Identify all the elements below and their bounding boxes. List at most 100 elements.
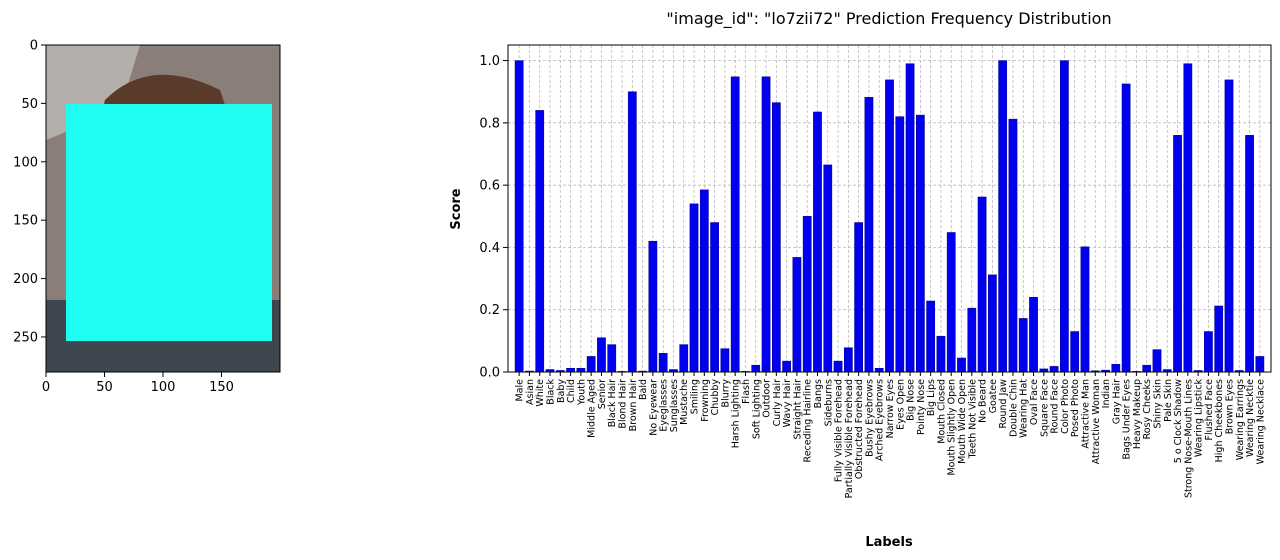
y-tick-label: 0.2 bbox=[479, 303, 500, 318]
x-tick-label: Sideburns bbox=[823, 379, 834, 426]
x-tick-label: Male bbox=[515, 379, 526, 402]
x-tick-label: Wearing Hat bbox=[1019, 379, 1030, 438]
x-axis-label: Labels bbox=[865, 535, 913, 550]
x-tick-label: Square Face bbox=[1039, 379, 1050, 437]
bar bbox=[843, 347, 853, 373]
x-tick-label: Bushy Eyebrows bbox=[864, 379, 875, 457]
x-tick-label: Youth bbox=[576, 379, 587, 406]
x-tick-label: Middle Aged bbox=[587, 379, 598, 438]
bar bbox=[1214, 305, 1224, 373]
x-tick-label: Eyes Open bbox=[895, 379, 906, 430]
bar bbox=[864, 97, 874, 373]
bar bbox=[1121, 83, 1131, 373]
x-tick-label: No Eyewear bbox=[648, 379, 659, 436]
x-tick-label: Eyeglasses bbox=[659, 379, 670, 432]
x-tick-label: Harsh Lighting bbox=[731, 379, 742, 448]
bar bbox=[1060, 60, 1069, 373]
bar bbox=[1008, 118, 1018, 373]
x-tick-label: Flash bbox=[741, 379, 752, 404]
image-x-tick-label: 0 bbox=[42, 380, 50, 395]
x-tick-label: White bbox=[535, 379, 546, 407]
image-y-tick-label: 150 bbox=[13, 214, 38, 229]
bar bbox=[1245, 135, 1254, 373]
bar bbox=[1224, 79, 1234, 373]
x-tick-label: Big Nose bbox=[906, 379, 917, 421]
bar bbox=[1029, 297, 1038, 373]
x-tick-label: Round Jaw bbox=[998, 379, 1009, 429]
image-y-tick-label: 0 bbox=[30, 39, 38, 54]
bar bbox=[1070, 331, 1080, 373]
chart-bars bbox=[514, 60, 1265, 373]
x-tick-label: Teeth Not Visible bbox=[967, 379, 978, 459]
x-tick-label: Smiling bbox=[690, 379, 701, 414]
chart-title: "image_id": "lo7zii72" Prediction Freque… bbox=[666, 9, 1111, 29]
bar bbox=[1204, 331, 1213, 373]
x-tick-label: 5 o Clock Shadow bbox=[1173, 379, 1184, 463]
x-tick-label: Outdoor bbox=[762, 379, 773, 418]
y-tick-label: 1.0 bbox=[479, 54, 500, 69]
x-tick-label: Mustache bbox=[679, 379, 690, 425]
x-tick-label: Bags Under Eyes bbox=[1122, 379, 1133, 460]
x-tick-label: Mouth Closed bbox=[936, 379, 947, 444]
x-tick-label: Big Lips bbox=[926, 379, 937, 416]
bar bbox=[1111, 363, 1121, 373]
image-y-tick-label: 250 bbox=[13, 330, 38, 345]
bar bbox=[1152, 349, 1162, 373]
bar bbox=[1142, 364, 1152, 373]
bar bbox=[1173, 135, 1182, 373]
bar bbox=[926, 300, 936, 373]
bar bbox=[885, 79, 894, 373]
x-tick-label: Mouth Wide Open bbox=[957, 379, 968, 464]
x-tick-label: Brown Hair bbox=[628, 379, 639, 431]
x-tick-label: Indian bbox=[1101, 379, 1112, 408]
x-tick-label: Wearing Necktie bbox=[1245, 379, 1256, 457]
bar bbox=[802, 216, 812, 373]
bar bbox=[833, 360, 843, 373]
x-tick-label: Wearing Lipstick bbox=[1194, 379, 1205, 458]
x-tick-label: Bald bbox=[638, 379, 649, 400]
x-tick-label: Straight Hair bbox=[792, 379, 803, 440]
x-tick-label: Gray Hair bbox=[1111, 379, 1122, 424]
x-tick-label: Wavy Hair bbox=[782, 379, 793, 427]
x-tick-label: Wearing Earrings bbox=[1235, 379, 1246, 460]
bar bbox=[874, 368, 884, 373]
x-tick-label: Goatee bbox=[988, 379, 999, 414]
bar bbox=[823, 164, 833, 373]
image-y-ticks: 0 50 100 150 200 250 bbox=[13, 39, 46, 345]
bar bbox=[782, 360, 791, 373]
image-x-tick-label: 50 bbox=[96, 380, 113, 395]
x-tick-label: Baby bbox=[556, 379, 567, 403]
x-tick-label: Heavy Makeup bbox=[1132, 379, 1143, 449]
bar bbox=[627, 91, 637, 373]
x-tick-label: Frowning bbox=[700, 379, 711, 422]
bar bbox=[771, 102, 781, 373]
x-tick-label: Senior bbox=[597, 379, 608, 409]
bar bbox=[689, 203, 699, 373]
bar bbox=[514, 60, 524, 373]
x-tick-label: Fully Visible Forehead bbox=[834, 379, 845, 482]
x-tick-label: Shiny Skin bbox=[1152, 379, 1163, 429]
chart-y-ticks: 0.0 0.2 0.4 0.6 0.8 1.0 bbox=[479, 54, 508, 381]
x-tick-label: Partially Visible Forehead bbox=[844, 379, 855, 498]
bar bbox=[1049, 366, 1059, 373]
bar bbox=[813, 111, 822, 373]
image-y-tick-label: 100 bbox=[13, 155, 38, 170]
x-tick-label: Blond Hair bbox=[618, 379, 629, 429]
x-tick-label: Posed Photo bbox=[1070, 379, 1081, 437]
bar bbox=[648, 240, 658, 373]
bar bbox=[679, 344, 689, 373]
x-tick-label: Attractive Man bbox=[1080, 379, 1091, 449]
x-tick-label: Pointy Nose bbox=[916, 379, 927, 435]
x-tick-label: Attractive Woman bbox=[1091, 379, 1102, 464]
x-tick-label: Narrow Eyes bbox=[885, 379, 896, 438]
bar bbox=[1183, 63, 1193, 373]
bar bbox=[751, 364, 761, 373]
x-tick-label: Receding Hairline bbox=[803, 379, 814, 463]
bar bbox=[1080, 246, 1090, 373]
bar bbox=[730, 76, 740, 373]
bar bbox=[576, 368, 586, 373]
bar bbox=[967, 307, 977, 373]
bar bbox=[699, 189, 709, 373]
chart-x-ticks: Male Asian White Black Baby Child Youth Middle … bbox=[515, 372, 1266, 498]
